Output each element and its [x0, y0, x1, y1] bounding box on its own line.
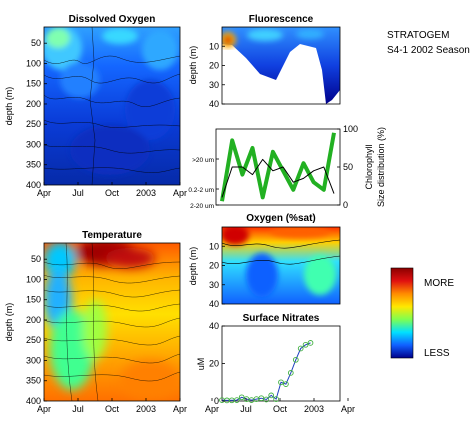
- nitrate-line: [221, 342, 311, 401]
- sd-ytick-right-label: 0: [343, 200, 348, 210]
- t-xtick-label: Apr: [37, 404, 51, 414]
- do-ytick-label: 350: [26, 160, 41, 170]
- t-xtick-label: 2003: [136, 404, 156, 414]
- nitrate-point: [268, 392, 275, 399]
- t-ytick-label: 50: [31, 254, 41, 264]
- t-ytick-label: 350: [26, 376, 41, 386]
- do-ylabel: depth (m): [4, 87, 14, 126]
- nitrate-point: [238, 394, 245, 401]
- fl-ytick-label: 30: [209, 80, 219, 90]
- do-ytick-label: 250: [26, 119, 41, 129]
- sn-xtick-label: 2003: [304, 404, 324, 414]
- do-ytick-label: 300: [26, 139, 41, 149]
- nitrate-point: [233, 397, 240, 403]
- t-xtick-label: Oct: [105, 404, 120, 414]
- t-ytick-label: 300: [26, 355, 41, 365]
- fl-ytick-label: 20: [209, 61, 219, 71]
- ox-ylabel: depth (m): [188, 247, 198, 286]
- ox-ytick-label: 30: [209, 280, 219, 290]
- sn-xtick-label: Apr: [341, 404, 355, 414]
- sn-ytick-label: 40: [209, 321, 219, 331]
- dissolved-oxygen-title: Dissolved Oxygen: [68, 14, 156, 25]
- do-ytick-label: 50: [31, 38, 41, 48]
- ox-ytick-label: 10: [209, 241, 219, 251]
- dissolved-oxygen-plot: 50 100 150 200 250 300 350 400 depth (m) Apr Jul Oc…: [4, 26, 187, 198]
- nitrate-point: [283, 381, 289, 387]
- nitrate-point: [278, 379, 284, 386]
- sd-ytick-right-label: 100: [343, 124, 358, 134]
- temperature-title: Temperature: [82, 230, 142, 241]
- nitrate-point: [263, 396, 270, 403]
- surface-nitrates-plot: 0 20 40 uM Apr Jul Oct 2003 Apr: [196, 321, 355, 414]
- nitrate-point: [292, 356, 299, 363]
- surface-nitrates-title: Surface Nitrates: [242, 313, 320, 324]
- sd-category-label: 0.2-2 um: [188, 187, 214, 194]
- sd-category-label: >20 um: [192, 157, 214, 164]
- colorbar: MORE LESS: [390, 267, 454, 359]
- do-xtick-label: Apr: [37, 188, 51, 198]
- annotation-line-2: S4-1 2002 Season: [387, 45, 470, 56]
- t-ytick-label: 400: [26, 396, 41, 406]
- annotation-line-1: STRATOGEM: [387, 30, 450, 41]
- sn-xtick-label: Oct: [273, 404, 288, 414]
- t-ytick-label: 200: [26, 315, 41, 325]
- size-series-1: [220, 132, 336, 202]
- fl-ytick-label: 10: [209, 41, 219, 51]
- do-ytick-label: 200: [26, 99, 41, 109]
- nitrate-point: [287, 370, 294, 376]
- ox-ytick-label: 20: [209, 261, 219, 271]
- do-xtick-label: Oct: [105, 188, 120, 198]
- t-xtick-label: Jul: [72, 404, 84, 414]
- do-ytick-label: 100: [26, 58, 41, 68]
- sd-category-label: 2-20 um: [190, 203, 214, 210]
- ox-ytick-label: 40: [209, 299, 219, 309]
- t-ytick-label: 150: [26, 295, 41, 305]
- do-ytick-label: 400: [26, 180, 41, 190]
- sn-xtick-label: Apr: [205, 404, 219, 414]
- temperature-plot: 50 100 150 200 250 300 350 400 depth (m) Apr Jul Oc…: [4, 242, 187, 414]
- colorbar-less-label: LESS: [424, 348, 450, 359]
- do-xtick-label: Apr: [173, 188, 187, 198]
- size-distribution-plot: 0 50 100 Chlorophyll Size distribution (%) >2…: [188, 124, 386, 210]
- sn-ytick-label: 20: [209, 359, 219, 369]
- nitrate-point: [297, 345, 304, 352]
- sd-ylabel-right-1: Chlorophyll: [364, 144, 374, 189]
- sn-ytick-label: 0: [214, 396, 219, 406]
- t-xtick-label: Apr: [173, 404, 187, 414]
- oxygen-sat-plot: 10 20 30 40 depth (m): [188, 226, 341, 309]
- fl-ytick-label: 40: [209, 99, 219, 109]
- size-series-2: [221, 158, 335, 198]
- sn-ylabel: uM: [196, 358, 206, 371]
- colorbar-more-label: MORE: [424, 278, 454, 289]
- t-ytick-label: 100: [26, 274, 41, 284]
- do-xtick-label: Jul: [72, 188, 84, 198]
- oxygen-sat-title: Oxygen (%sat): [246, 213, 316, 224]
- nitrate-point: [302, 341, 309, 348]
- sn-xtick-label: Jul: [240, 404, 252, 414]
- sd-ylabel-right-2: Size distribution (%): [376, 127, 386, 207]
- fluorescence-title: Fluorescence: [248, 14, 314, 25]
- do-xtick-label: 2003: [136, 188, 156, 198]
- fluorescence-plot: 10 20 30 40 depth (m): [188, 26, 341, 109]
- nitrate-point: [273, 396, 279, 402]
- t-ylabel: depth (m): [4, 303, 14, 342]
- nitrate-point: [258, 395, 265, 402]
- nitrate-point: [307, 340, 314, 346]
- t-ytick-label: 250: [26, 335, 41, 345]
- fl-ylabel: depth (m): [188, 46, 198, 85]
- do-ytick-label: 150: [26, 79, 41, 89]
- sd-ytick-right-label: 50: [343, 162, 353, 172]
